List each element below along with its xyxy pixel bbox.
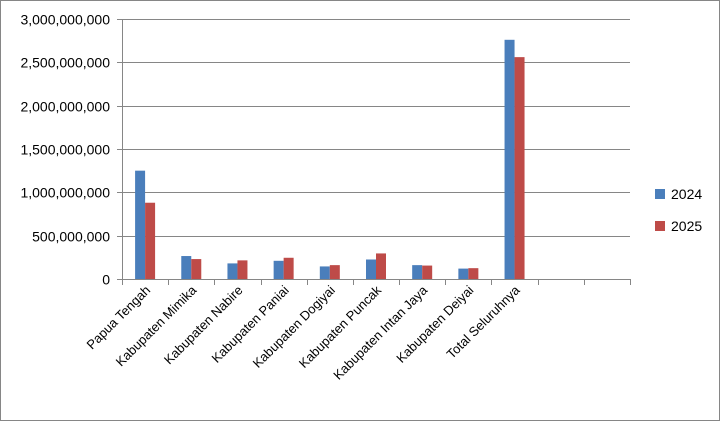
y-axis-tick-labels: 0 500,000,000 1,000,000,000 1,500,000,000 2,… (20, 12, 110, 288)
y-tick-label: 0 (102, 272, 110, 288)
bars (135, 39, 525, 280)
x-category-label: Kabupaten Deiyai (393, 282, 476, 365)
y-tick-label: 2,000,000,000 (20, 99, 110, 115)
axes (117, 19, 631, 285)
bar-2024-7 (458, 268, 469, 279)
x-category-label: Kabupaten Mimika (113, 282, 200, 369)
x-category-label: Kabupaten Nabire (161, 283, 246, 368)
bar-2024-2 (227, 263, 238, 279)
bar-2025-7 (468, 268, 479, 279)
y-tick-label: 3,000,000,000 (20, 12, 110, 28)
y-tick-label: 1,500,000,000 (20, 142, 110, 158)
bar-2025-3 (283, 257, 294, 279)
gridlines (122, 19, 630, 237)
bar-2025-8 (514, 57, 525, 280)
bar-2025-5 (376, 253, 386, 279)
bar-2025-4 (329, 265, 340, 279)
bar-2024-4 (319, 266, 330, 279)
legend: 2024 2025 (655, 186, 702, 234)
legend-swatch-2025 (655, 221, 665, 231)
x-category-label: Kabupaten Paniai (209, 282, 292, 365)
y-tick-label: 500,000,000 (32, 229, 110, 245)
bar-2024-5 (366, 259, 376, 279)
legend-label-2025: 2025 (671, 218, 702, 234)
bar-2024-3 (273, 260, 284, 279)
bar-2025-1 (191, 259, 202, 279)
bar-2024-6 (412, 265, 423, 279)
bar-2024-0 (135, 170, 146, 279)
bar-2025-0 (145, 202, 156, 279)
x-category-label: Kabupaten Puncak (296, 282, 385, 371)
bar-2025-2 (237, 260, 248, 279)
bar-2024-8 (504, 39, 515, 279)
x-category-label: Kabupaten Dogiyai (250, 282, 338, 370)
bar-2024-1 (181, 256, 192, 279)
bar-2025-6 (422, 265, 433, 279)
y-tick-label: 1,000,000,000 (20, 185, 110, 201)
legend-label-2024: 2024 (671, 186, 702, 202)
y-tick-label: 2,500,000,000 (20, 55, 110, 71)
legend-swatch-2024 (655, 189, 665, 199)
